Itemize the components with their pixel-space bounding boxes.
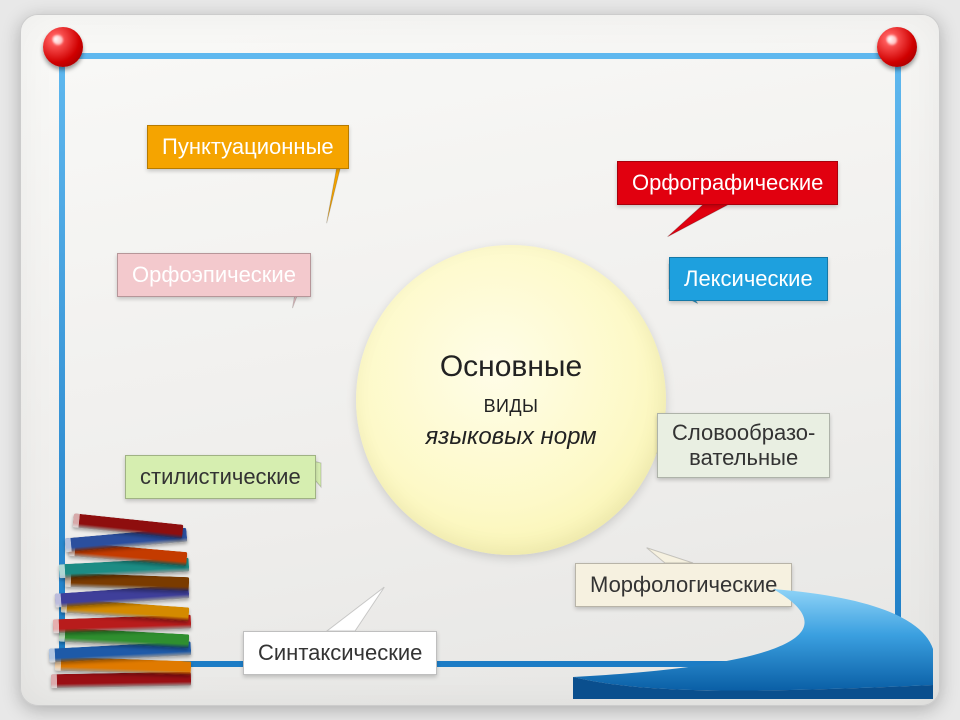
callout-lexical: Лексические bbox=[669, 257, 828, 301]
callout-derivational: Словообразо-вательные bbox=[657, 413, 830, 478]
callout-orthoepic: Орфоэпические bbox=[117, 253, 311, 297]
center-topic: Основные виды языковых норм bbox=[356, 245, 666, 555]
center-line1: Основные bbox=[425, 350, 596, 384]
callout-orthographic: Орфографические bbox=[617, 161, 838, 205]
center-text: Основные виды языковых норм bbox=[425, 350, 596, 451]
callout-stylistic: стилистические bbox=[125, 455, 316, 499]
whiteboard: Основные виды языковых норм Пунктуационн… bbox=[20, 14, 940, 706]
callout-punct: Пунктуационные bbox=[147, 125, 349, 169]
pin-left-icon bbox=[43, 27, 83, 67]
page-curl-icon bbox=[573, 589, 933, 699]
center-line3: языковых норм bbox=[425, 423, 596, 451]
center-line2: виды bbox=[425, 388, 596, 419]
callout-syntactic: Синтаксические bbox=[243, 631, 437, 675]
book-stack-icon bbox=[39, 501, 209, 701]
pin-right-icon bbox=[877, 27, 917, 67]
